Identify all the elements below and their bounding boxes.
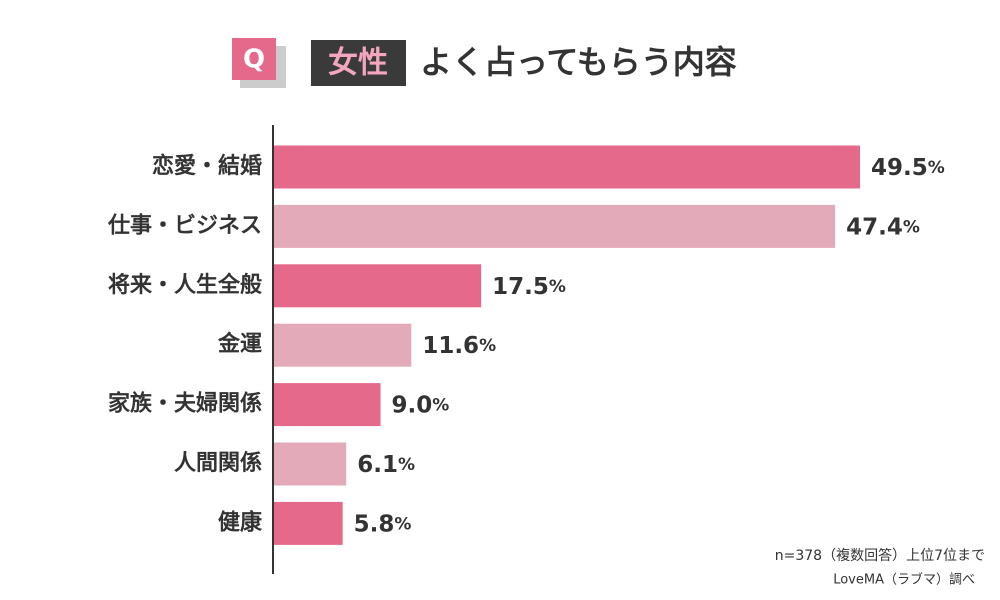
category-label: 仕事・ビジネス (107, 212, 262, 238)
value-label: 11.6% (422, 333, 496, 359)
value-label: 17.5% (492, 273, 566, 299)
bar (274, 383, 381, 427)
category-label: 人間関係 (174, 451, 262, 476)
tag: 女性 (328, 46, 388, 81)
value-label: 49.5% (871, 155, 945, 181)
chart-title: よく占ってもらう内容 (420, 43, 737, 81)
value-label: 47.4% (846, 214, 920, 240)
category-label: 将来・人生全般 (108, 272, 262, 298)
value-number: 49.5 (871, 155, 928, 181)
bar (274, 323, 412, 367)
tag-box (311, 40, 406, 86)
value-unit: % (432, 396, 449, 416)
value-label: 9.0% (392, 392, 450, 418)
value-unit: % (549, 277, 566, 297)
value-number: 47.4 (846, 214, 903, 240)
badge: Q (243, 45, 265, 75)
bar (274, 442, 347, 486)
value-unit: % (903, 217, 920, 237)
value-number: 5.8 (354, 511, 395, 537)
note: LoveMA（ラブマ）調べ (833, 572, 975, 588)
value-label: 6.1% (357, 452, 415, 478)
bar (274, 264, 482, 308)
value-unit: % (928, 158, 945, 178)
value-number: 9.0 (392, 392, 433, 418)
category-label: 恋愛・結婚 (152, 153, 262, 179)
value-unit: % (394, 514, 411, 534)
note: n=378（複数回答）上位7位まで (775, 547, 985, 564)
value-unit: % (398, 455, 415, 475)
category-label: 健康 (218, 509, 263, 535)
category-label: 金運 (217, 331, 262, 357)
value-number: 11.6 (422, 333, 479, 359)
value-number: 6.1 (357, 452, 398, 478)
bar (274, 145, 860, 189)
value-number: 17.5 (492, 273, 549, 299)
value-unit: % (479, 336, 496, 356)
bar (274, 204, 836, 248)
category-label: 家族・夫婦関係 (108, 391, 262, 417)
value-label: 5.8% (354, 511, 412, 537)
bar (274, 501, 343, 545)
badge-box (232, 38, 276, 80)
